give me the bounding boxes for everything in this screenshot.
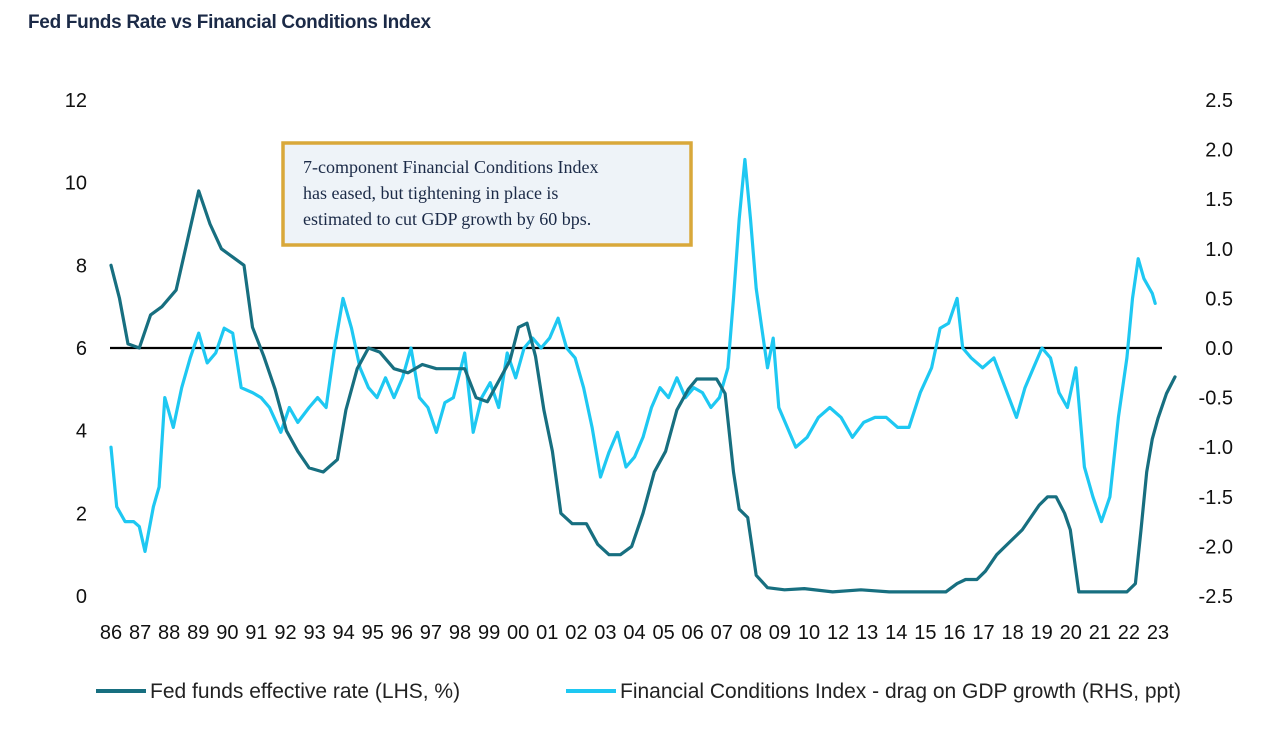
x-tick-label: 86 xyxy=(100,622,122,644)
x-tick-label: 06 xyxy=(682,622,704,644)
legend-label-fci: Financial Conditions Index - drag on GDP… xyxy=(620,680,1181,703)
x-tick-label: 13 xyxy=(856,622,878,644)
x-tick-label: 08 xyxy=(740,622,762,644)
annotation-box: 7-component Financial Conditions Index h… xyxy=(281,141,693,247)
x-tick-label: 96 xyxy=(391,622,413,644)
annotation-line-1: 7-component Financial Conditions Index xyxy=(303,157,598,177)
left-tick-label: 4 xyxy=(76,421,87,443)
x-axis-ticks: 86 87 88 89 90 91 92 93 94 95 96 97 98 99 00 01 02 03 04 05… xyxy=(100,622,1169,644)
x-tick-label: 03 xyxy=(594,622,616,644)
right-tick-label: -1.5 xyxy=(1199,487,1233,509)
right-tick-label: 2.5 xyxy=(1205,90,1233,112)
left-tick-label: 12 xyxy=(65,90,87,112)
x-tick-label: 04 xyxy=(623,622,645,644)
left-tick-label: 10 xyxy=(65,173,87,195)
x-tick-label: 14 xyxy=(885,622,907,644)
x-tick-label: 12 xyxy=(827,622,849,644)
right-tick-label: 2.0 xyxy=(1205,140,1233,162)
x-tick-label: 98 xyxy=(449,622,471,644)
series-line-fci xyxy=(109,157,1157,554)
right-tick-label: 0.0 xyxy=(1205,338,1233,360)
x-tick-label: 23 xyxy=(1147,622,1169,644)
annotation-line-3: estimated to cut GDP growth by 60 bps. xyxy=(303,209,591,229)
x-tick-label: 20 xyxy=(1060,622,1082,644)
x-tick-label: 01 xyxy=(536,622,558,644)
right-axis-ticks: 2.5 2.0 1.5 1.0 0.5 0.0 -0.5 -1.0 -1.5 -2.0 -2.5 xyxy=(1199,90,1233,608)
x-tick-label: 92 xyxy=(274,622,296,644)
x-tick-label: 22 xyxy=(1118,622,1140,644)
x-tick-label: 16 xyxy=(943,622,965,644)
x-tick-label: 90 xyxy=(216,622,238,644)
annotation-rect xyxy=(281,141,693,247)
right-tick-label: 0.5 xyxy=(1205,288,1233,310)
right-tick-label: 1.5 xyxy=(1205,189,1233,211)
series-layer xyxy=(109,157,1177,594)
x-tick-label: 10 xyxy=(798,622,820,644)
legend: Fed funds effective rate (LHS, %) Financ… xyxy=(96,680,1181,703)
x-tick-label: 18 xyxy=(1001,622,1023,644)
left-tick-label: 8 xyxy=(76,255,87,277)
x-tick-label: 05 xyxy=(652,622,674,644)
x-tick-label: 87 xyxy=(129,622,151,644)
x-tick-label: 88 xyxy=(158,622,180,644)
annotation-line-2: has eased, but tightening in place is xyxy=(303,183,558,203)
x-tick-label: 07 xyxy=(711,622,733,644)
right-tick-label: -1.0 xyxy=(1199,437,1233,459)
left-tick-label: 0 xyxy=(76,586,87,608)
x-tick-label: 93 xyxy=(303,622,325,644)
chart-title: Fed Funds Rate vs Financial Conditions I… xyxy=(28,12,431,33)
x-tick-label: 00 xyxy=(507,622,529,644)
left-tick-label: 2 xyxy=(76,503,87,525)
x-tick-label: 09 xyxy=(769,622,791,644)
right-tick-label: -2.5 xyxy=(1199,586,1233,608)
x-tick-label: 15 xyxy=(914,622,936,644)
legend-label-fed-funds: Fed funds effective rate (LHS, %) xyxy=(150,680,460,703)
x-tick-label: 02 xyxy=(565,622,587,644)
series-line-fed-funds xyxy=(109,189,1177,594)
left-axis-ticks: 12 10 8 6 4 2 0 xyxy=(65,90,87,608)
x-tick-label: 94 xyxy=(333,622,355,644)
x-tick-label: 97 xyxy=(420,622,442,644)
x-tick-label: 21 xyxy=(1089,622,1111,644)
left-tick-label: 6 xyxy=(76,338,87,360)
right-tick-label: 1.0 xyxy=(1205,239,1233,261)
x-tick-label: 17 xyxy=(972,622,994,644)
right-tick-label: -0.5 xyxy=(1199,388,1233,410)
x-tick-label: 99 xyxy=(478,622,500,644)
x-tick-label: 89 xyxy=(187,622,209,644)
x-tick-label: 19 xyxy=(1031,622,1053,644)
x-tick-label: 91 xyxy=(245,622,267,644)
right-tick-label: -2.0 xyxy=(1199,536,1233,558)
x-tick-label: 95 xyxy=(362,622,384,644)
